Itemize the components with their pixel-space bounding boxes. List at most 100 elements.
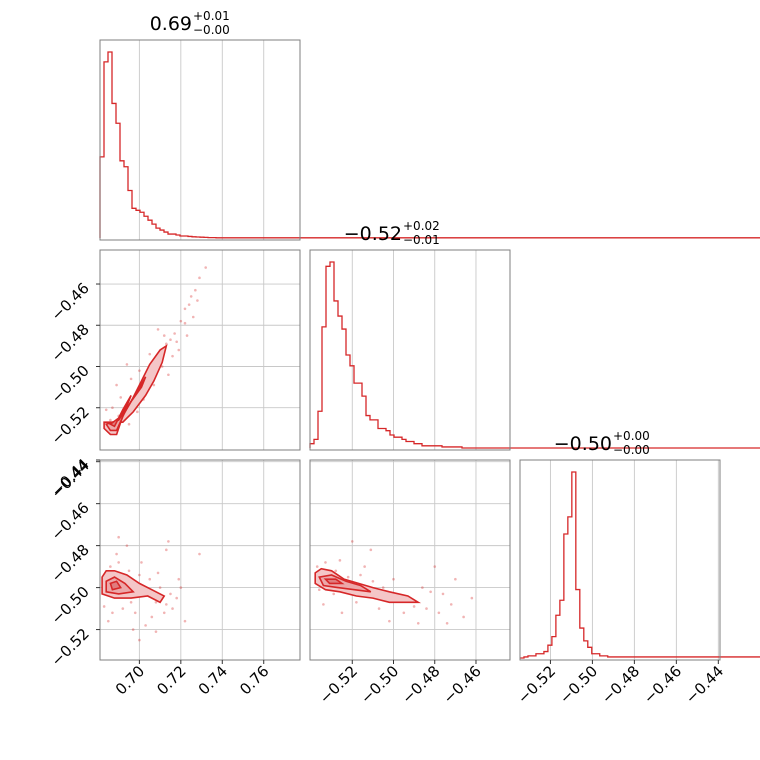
scatter-point — [129, 377, 133, 381]
scatter-point — [187, 303, 191, 306]
scatter-point — [338, 559, 342, 562]
scatter-point — [441, 592, 445, 596]
x-axis-col-0: 0.70 0.72 0.74 0.76 — [112, 660, 273, 698]
scatter-point — [104, 408, 108, 412]
scatter-point — [154, 600, 158, 604]
param-title-2: −0.50 — [554, 433, 612, 455]
scatter-point — [363, 565, 366, 568]
hist-panel-2: −0.50 +0.00−0.00 — [519, 429, 760, 661]
scatter-point — [111, 406, 114, 410]
scatter-point — [315, 565, 319, 568]
scatter-point — [144, 624, 147, 627]
scatter-point — [129, 600, 133, 604]
param-err-minus-1: −0.01 — [403, 233, 440, 247]
scatter-point — [171, 607, 174, 610]
scatter-point — [127, 422, 131, 426]
scatter-point — [111, 611, 114, 615]
axis-frame — [99, 459, 301, 661]
x-tick-label: 0.72 — [153, 662, 189, 698]
scatter-point — [381, 586, 385, 589]
scatter-point — [175, 340, 178, 344]
scatter-point — [106, 619, 110, 623]
scatter-point — [154, 630, 158, 633]
scatter-point — [194, 288, 197, 292]
y-tick-label: −0.50 — [48, 583, 93, 628]
y-tick-label: −0.52 — [48, 625, 93, 670]
y-axis-row-1: −0.52−0.50−0.48−0.46 — [48, 279, 100, 448]
scatter-point — [402, 611, 406, 615]
scatter-point — [158, 586, 162, 589]
pair-panel-2 — [309, 459, 511, 661]
scatter-point — [133, 611, 137, 615]
contour-level-0 — [103, 344, 168, 436]
scatter-point — [371, 580, 375, 583]
scatter-point — [332, 592, 336, 596]
scatter-point — [177, 577, 181, 581]
hist-series-0 — [99, 51, 760, 239]
scatter-point — [125, 544, 129, 547]
scatter-point — [429, 590, 432, 594]
scatter-point — [165, 548, 168, 552]
scatter-point — [445, 621, 449, 625]
scatter-point — [173, 332, 176, 335]
scatter-point — [204, 266, 207, 269]
scatter-point — [416, 621, 420, 625]
scatter-point — [136, 410, 139, 414]
scatter-point — [117, 535, 120, 539]
axis-frame — [99, 249, 301, 451]
param-err-plus-0: +0.01 — [193, 9, 230, 23]
y-tick-label: −0.48 — [48, 541, 93, 586]
scatter-point — [454, 577, 457, 581]
scatter-point — [167, 540, 170, 543]
scatter-point — [433, 565, 437, 568]
scatter-point — [425, 607, 428, 610]
scatter-point — [162, 334, 166, 337]
scatter-point — [350, 540, 354, 543]
scatter-point — [179, 586, 183, 589]
scatter-point — [412, 605, 416, 608]
y-tick-label: −0.44 — [48, 455, 93, 500]
scatter-point — [165, 603, 168, 606]
contour-level-2 — [108, 395, 132, 428]
axis-frame — [519, 459, 721, 661]
x-tick-label: −0.50 — [357, 662, 402, 707]
x-tick-label: −0.46 — [440, 662, 485, 707]
scatter-point — [355, 600, 358, 604]
scatter-point — [179, 319, 183, 323]
scatter-point — [138, 573, 141, 577]
axis-frame — [99, 39, 301, 241]
scatter-point — [169, 338, 172, 341]
scatter-point — [131, 628, 135, 631]
scatter-point — [421, 586, 424, 589]
y-axis-row-2-extra: −0.44 — [48, 455, 100, 500]
scatter-point — [369, 548, 373, 552]
scatter-point — [152, 383, 156, 387]
scatter-point — [115, 383, 118, 387]
scatter-point — [156, 328, 160, 331]
scatter-point — [437, 611, 441, 615]
x-tick-label: −0.52 — [316, 662, 361, 707]
param-err-plus-1: +0.02 — [403, 219, 440, 233]
scatter-point — [169, 592, 172, 596]
scatter-point — [392, 577, 395, 581]
x-tick-label: 0.76 — [236, 662, 272, 698]
scatter-point — [102, 605, 106, 608]
scatter-point — [322, 603, 325, 606]
scatter-point — [162, 611, 166, 615]
scatter-point — [175, 596, 178, 600]
scatter-point — [183, 619, 187, 623]
axis-frame — [309, 249, 511, 451]
contour-level-1 — [104, 376, 147, 432]
param-err-minus-2: −0.00 — [613, 443, 650, 457]
scatter-point — [165, 342, 168, 346]
scatter-point — [198, 552, 201, 556]
scatter-point — [109, 418, 112, 422]
scatter-point — [167, 373, 170, 377]
scatter-point — [109, 565, 112, 568]
scatter-point — [359, 573, 362, 577]
scatter-point — [183, 307, 187, 311]
x-tick-label: −0.52 — [514, 662, 559, 707]
x-tick-label: −0.48 — [598, 662, 643, 707]
scatter-point — [377, 607, 381, 610]
